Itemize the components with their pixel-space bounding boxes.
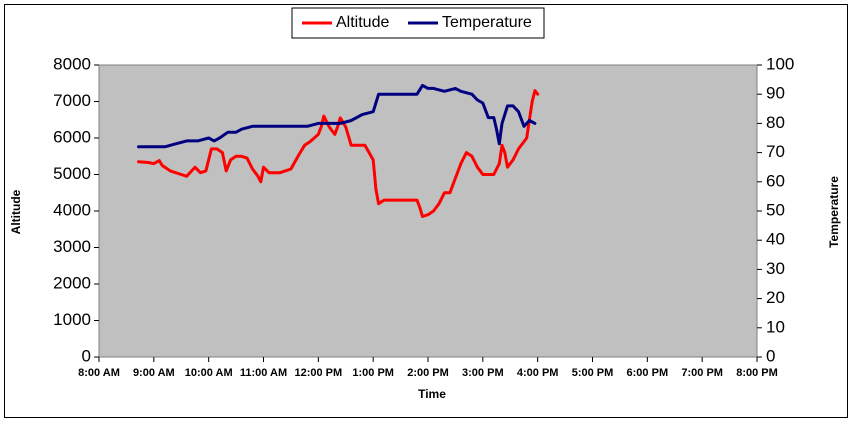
- y-left-tick-label: 4000: [53, 200, 91, 219]
- y-left-tick-label: 3000: [53, 237, 91, 256]
- x-tick-label: 2:00 PM: [407, 367, 449, 379]
- y-right-tick-label: 60: [766, 171, 785, 190]
- y-axis-right-title: Temperature: [827, 176, 841, 248]
- y-left-tick-label: 5000: [53, 164, 91, 183]
- x-tick-label: 5:00 PM: [572, 367, 614, 379]
- x-tick-label: 3:00 PM: [462, 367, 504, 379]
- y-right-tick-label: 50: [766, 200, 785, 219]
- x-tick-label: 7:00 PM: [681, 367, 723, 379]
- y-left-tick-label: 2000: [53, 273, 91, 292]
- y-right-tick-label: 20: [766, 288, 785, 307]
- axes: 0 1000 2000 3000 4000 5000 6000 7000 8000 0 10 20 30…: [53, 54, 794, 379]
- x-axis-title: Time: [418, 387, 446, 401]
- y-left-tick-label: 7000: [53, 91, 91, 110]
- y-left-tick-label: 1000: [53, 310, 91, 329]
- y-right-tick-label: 90: [766, 84, 785, 103]
- x-tick-label: 1:00 PM: [352, 367, 394, 379]
- x-tick-label: 6:00 PM: [627, 367, 669, 379]
- y-right-tick-label: 100: [766, 54, 794, 73]
- y-right-tick-label: 80: [766, 113, 785, 132]
- x-tick-label: 8:00 AM: [78, 367, 120, 379]
- x-tick-label: 4:00 PM: [517, 367, 559, 379]
- y-left-tick-label: 8000: [53, 54, 91, 73]
- y-right-tick-label: 30: [766, 259, 785, 278]
- legend-temperature-label: Temperature: [442, 14, 532, 31]
- x-tick-label: 12:00 PM: [294, 367, 342, 379]
- x-tick-label: 9:00 AM: [133, 367, 175, 379]
- x-tick-label: 11:00 AM: [240, 367, 287, 379]
- y-left-tick-label: 6000: [53, 127, 91, 146]
- x-tick-label: 8:00 PM: [736, 367, 778, 379]
- y-axis-left-title: Altitude: [9, 189, 23, 234]
- y-left-tick-label: 0: [82, 346, 91, 365]
- y-right-tick-label: 40: [766, 230, 785, 249]
- series-line-altitude: [137, 89, 540, 218]
- plot-area: [98, 64, 758, 358]
- y-right-tick-label: 10: [766, 317, 785, 336]
- x-tick-label: 10:00 AM: [185, 367, 233, 379]
- y-right-tick-label: 0: [766, 346, 775, 365]
- legend: Altitude Temperature: [291, 7, 545, 39]
- y-right-tick-label: 70: [766, 142, 785, 161]
- series-line-temperature: [137, 83, 537, 149]
- series-layer: [137, 83, 540, 218]
- legend-altitude-label: Altitude: [336, 14, 389, 31]
